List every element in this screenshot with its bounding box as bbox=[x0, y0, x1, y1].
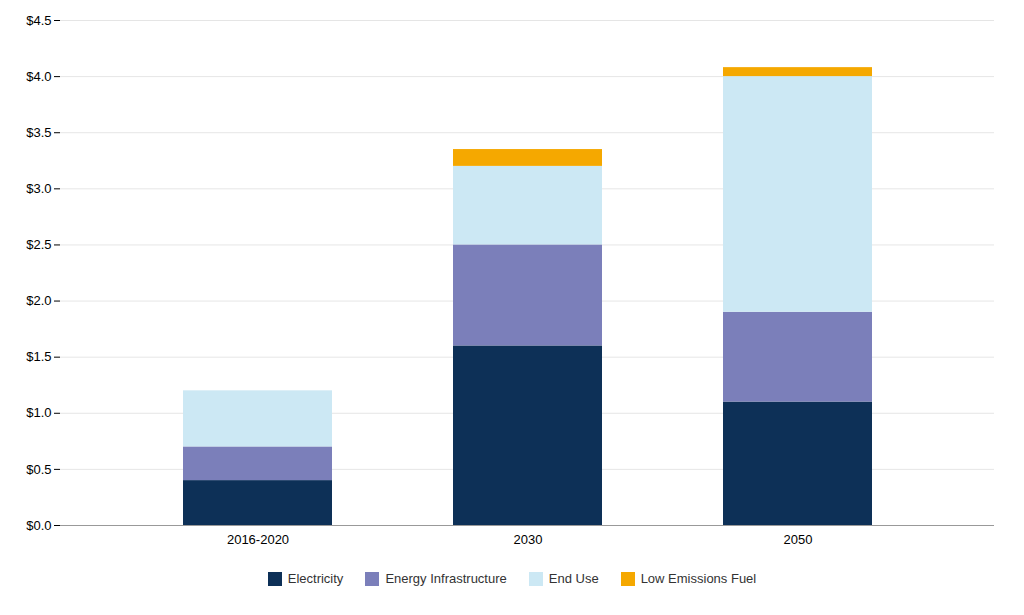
svg-text:2050: 2050 bbox=[784, 532, 813, 547]
svg-text:$4.5: $4.5 bbox=[26, 13, 51, 28]
svg-text:$1.0: $1.0 bbox=[26, 405, 51, 420]
svg-text:$1.5: $1.5 bbox=[26, 349, 51, 364]
html-text:Energy Infrastructure: Energy Infrastructure bbox=[385, 571, 507, 586]
svg-text:$3.0: $3.0 bbox=[26, 181, 51, 196]
html-text:End Use: End Use bbox=[548, 571, 599, 586]
svg-text:$2.5: $2.5 bbox=[26, 237, 51, 252]
svg-text:$4.0: $4.0 bbox=[26, 69, 51, 84]
svg-text:$3.5: $3.5 bbox=[26, 125, 51, 140]
svg-text:$2.0: $2.0 bbox=[26, 293, 51, 308]
svg-text:$0.5: $0.5 bbox=[26, 462, 51, 477]
svg-text:$0.0: $0.0 bbox=[26, 518, 51, 533]
svg-text:2016-2020: 2016-2020 bbox=[227, 532, 289, 547]
svg-text:2030: 2030 bbox=[514, 532, 543, 547]
html-text:Electricity: Electricity bbox=[287, 571, 344, 586]
html-text:Low Emissions Fuel: Low Emissions Fuel bbox=[640, 571, 757, 586]
